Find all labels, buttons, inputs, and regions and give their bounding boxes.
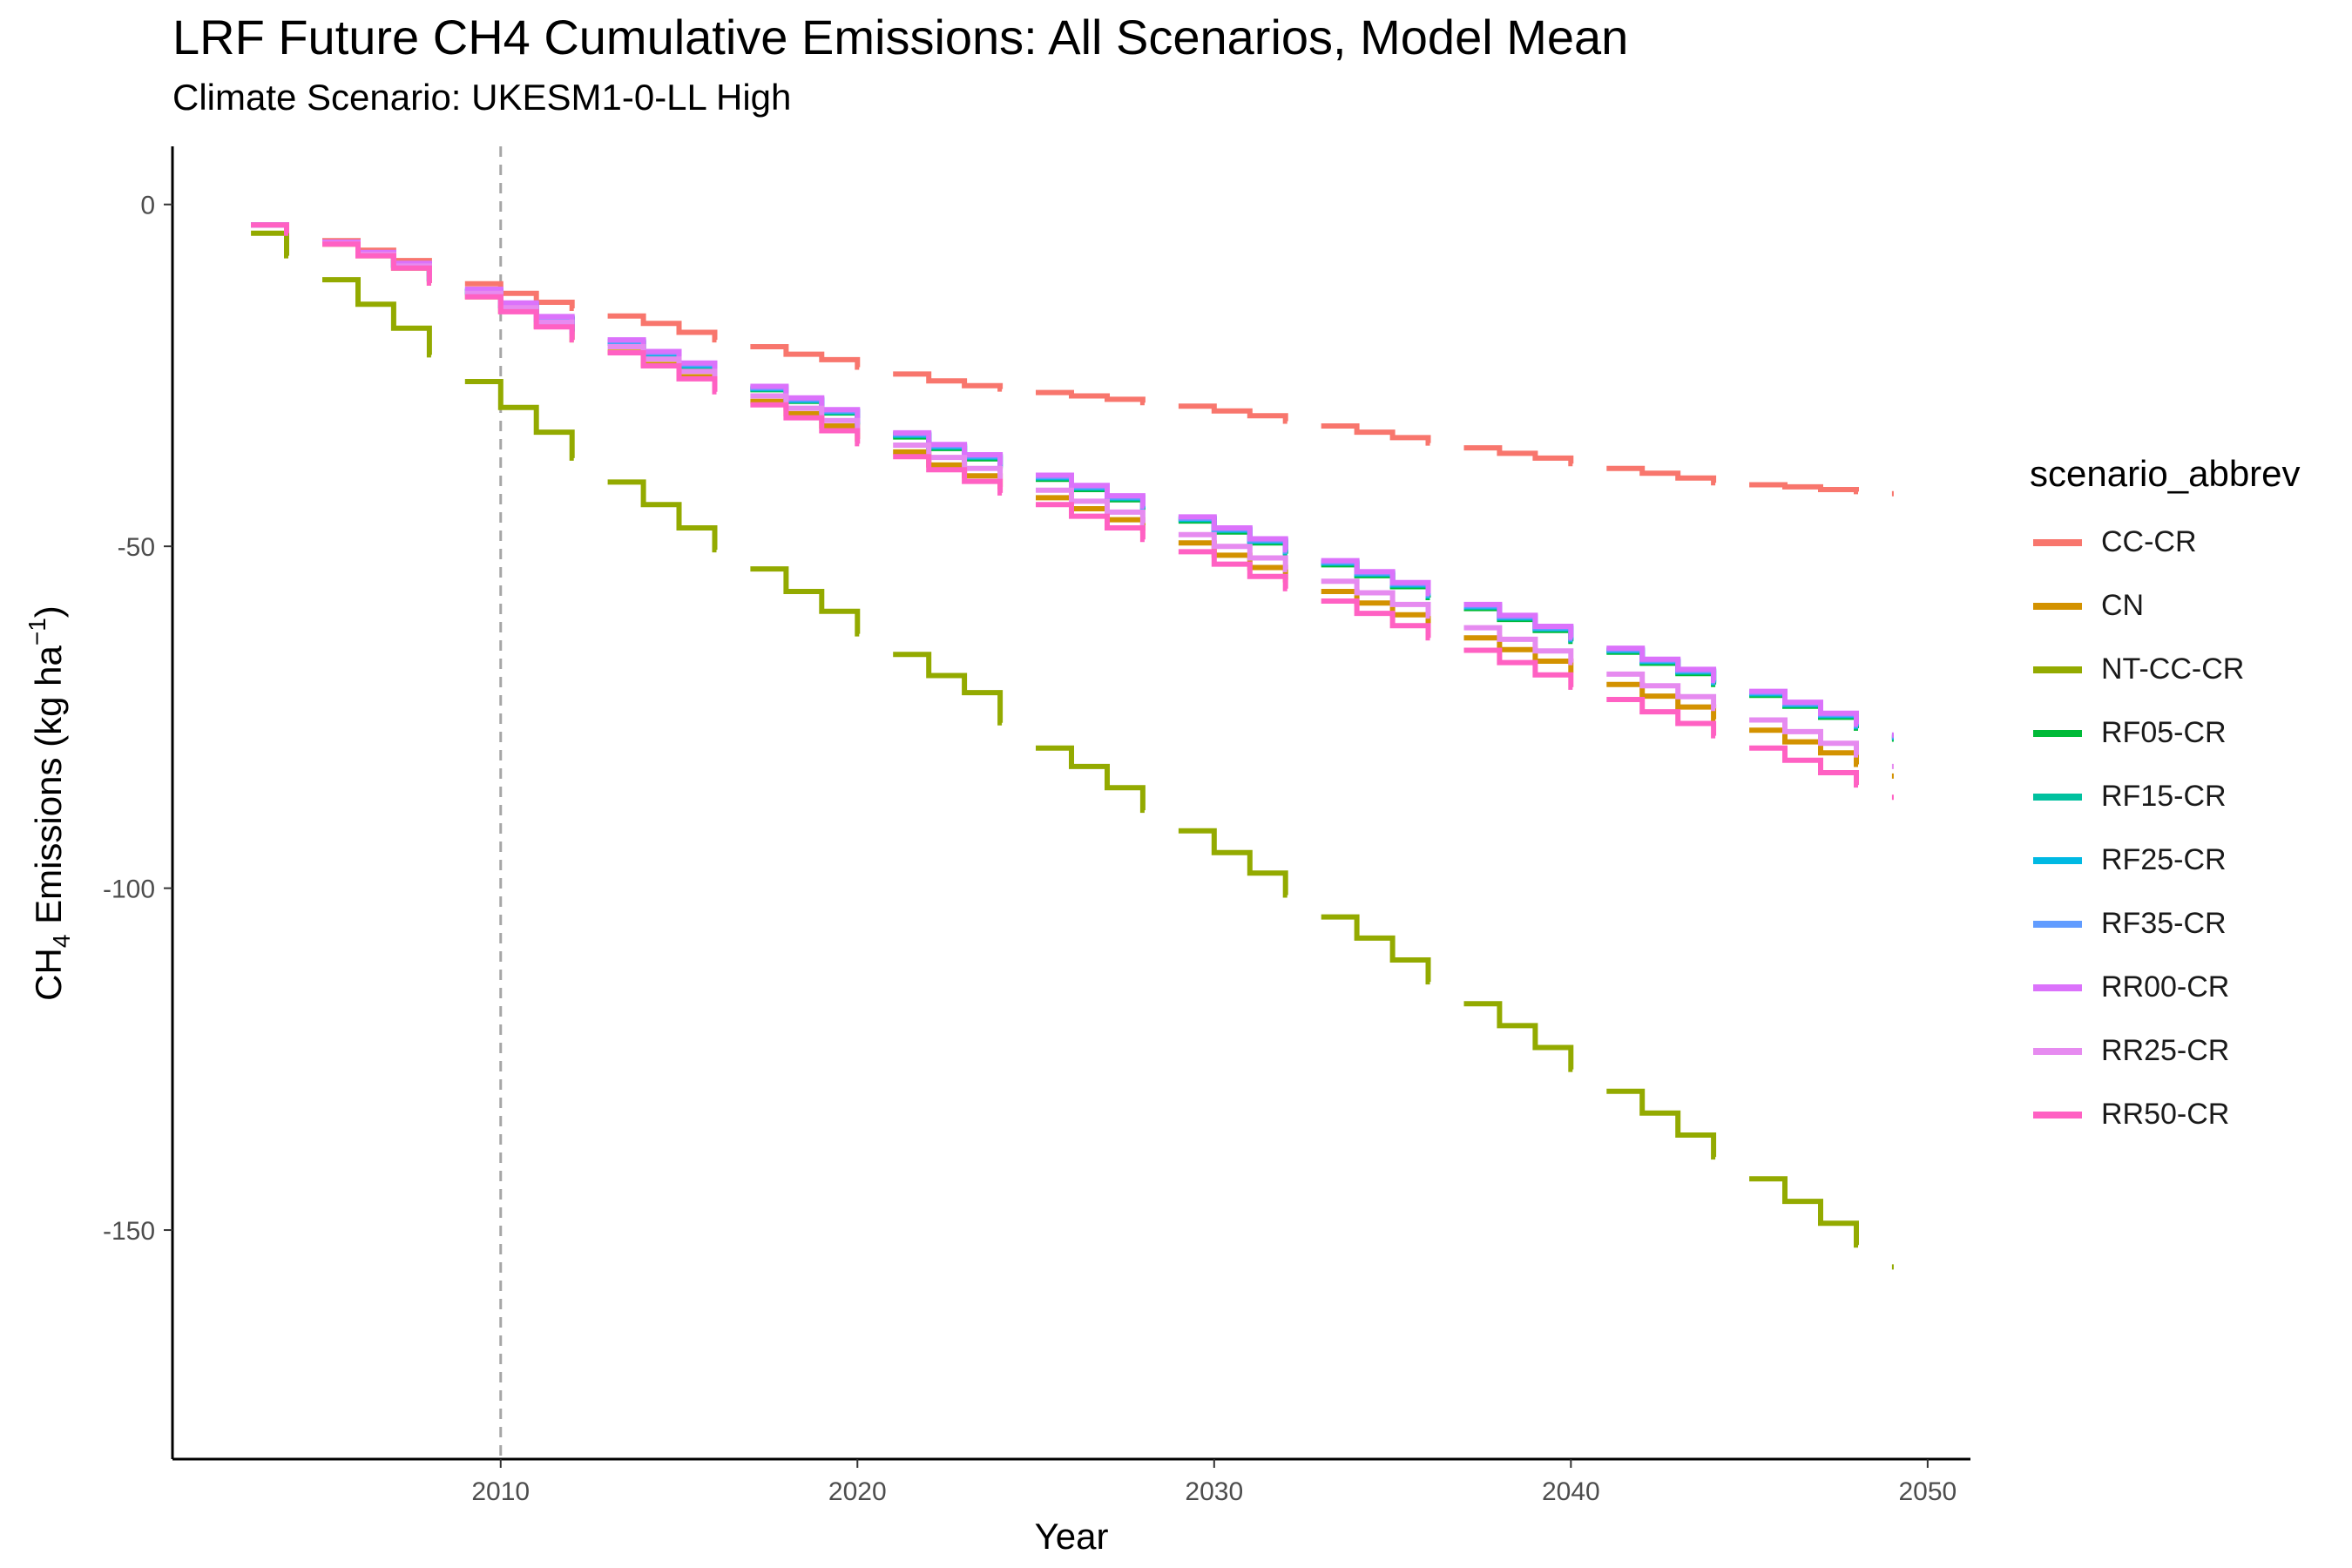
series-line-rr50-cr (251, 222, 1894, 801)
legend-label: RF05-CR (2101, 716, 2227, 749)
axis-layer (171, 146, 1970, 1461)
legend: scenario_abbrev CC-CR CN NT-CC-CR RF05-CR RF… (2030, 453, 2301, 1146)
legend-label: RR50-CR (2101, 1098, 2230, 1131)
y-tick-label: -50 (118, 533, 155, 562)
legend-item-nt-cc-cr: NT-CC-CR (2030, 638, 2301, 701)
legend-label: CN (2101, 589, 2145, 622)
legend-label: CC-CR (2101, 525, 2197, 558)
chart-title: LRF Future CH4 Cumulative Emissions: All… (172, 10, 1629, 64)
y-axis-label-subscript: 4 (48, 935, 75, 949)
legend-label: RR25-CR (2101, 1034, 2230, 1067)
legend-title: scenario_abbrev (2030, 453, 2301, 494)
y-tick-label: 0 (140, 192, 155, 220)
legend-item-cc-cr: CC-CR (2030, 510, 2301, 574)
legend-key (2033, 1047, 2082, 1055)
legend-label: RF25-CR (2101, 843, 2227, 876)
legend-key (2033, 856, 2082, 864)
legend-key (2033, 666, 2082, 673)
legend-item-rr00-cr: RR00-CR (2030, 956, 2301, 1019)
legend-item-rr25-cr: RR25-CR (2030, 1019, 2301, 1083)
x-tick-label: 2010 (471, 1477, 530, 1506)
legend-item-rf05-cr: RF05-CR (2030, 701, 2301, 765)
legend-key (2033, 729, 2082, 737)
legend-label: RR00-CR (2101, 970, 2230, 1004)
y-axis-label-superscript: −1 (24, 618, 51, 645)
legend-key (2033, 602, 2082, 610)
x-axis-label: Year (1035, 1516, 1109, 1557)
legend-label: RF35-CR (2101, 907, 2227, 940)
legend-item-rf25-cr: RF25-CR (2030, 828, 2301, 892)
series-line-rr00-cr (251, 222, 1894, 738)
x-tick-label: 2040 (1542, 1477, 1600, 1506)
x-tick-label: 2030 (1185, 1477, 1243, 1506)
legend-key (2033, 793, 2082, 801)
x-tick-label: 2020 (828, 1477, 887, 1506)
y-axis-label-rest: Emissions (kg ha (28, 645, 69, 934)
legend-label: RF15-CR (2101, 780, 2227, 813)
legend-item-rf15-cr: RF15-CR (2030, 765, 2301, 828)
legend-label: NT-CC-CR (2101, 652, 2245, 686)
series-line-nt-cc-cr (251, 230, 1894, 1270)
y-axis-label-close: ) (28, 605, 69, 618)
x-tick-label: 2050 (1898, 1477, 1957, 1506)
legend-key (2033, 538, 2082, 546)
series-layer (251, 222, 1894, 1270)
series-line-cc-cr (251, 222, 1894, 497)
y-tick-label: -150 (103, 1217, 155, 1246)
ticks-layer: 2010 2020 2030 2040 2050 0 -50 -100 -150 (103, 192, 1957, 1506)
legend-key (2033, 983, 2082, 991)
chart-subtitle: Climate Scenario: UKESM1-0-LL High (172, 77, 792, 118)
legend-item-rf35-cr: RF35-CR (2030, 892, 2301, 956)
legend-key (2033, 1111, 2082, 1119)
series-line-rr25-cr (251, 222, 1894, 769)
legend-items: CC-CR CN NT-CC-CR RF05-CR RF15-CR RF25-CR RF35… (2030, 510, 2301, 1146)
legend-key (2033, 920, 2082, 928)
legend-item-cn: CN (2030, 574, 2301, 638)
y-axis-label: CH4 Emissions (kg ha−1) (24, 605, 75, 1001)
y-tick-label: -100 (103, 875, 155, 904)
y-axis-label-main: CH (28, 948, 69, 1001)
legend-item-rr50-cr: RR50-CR (2030, 1083, 2301, 1146)
